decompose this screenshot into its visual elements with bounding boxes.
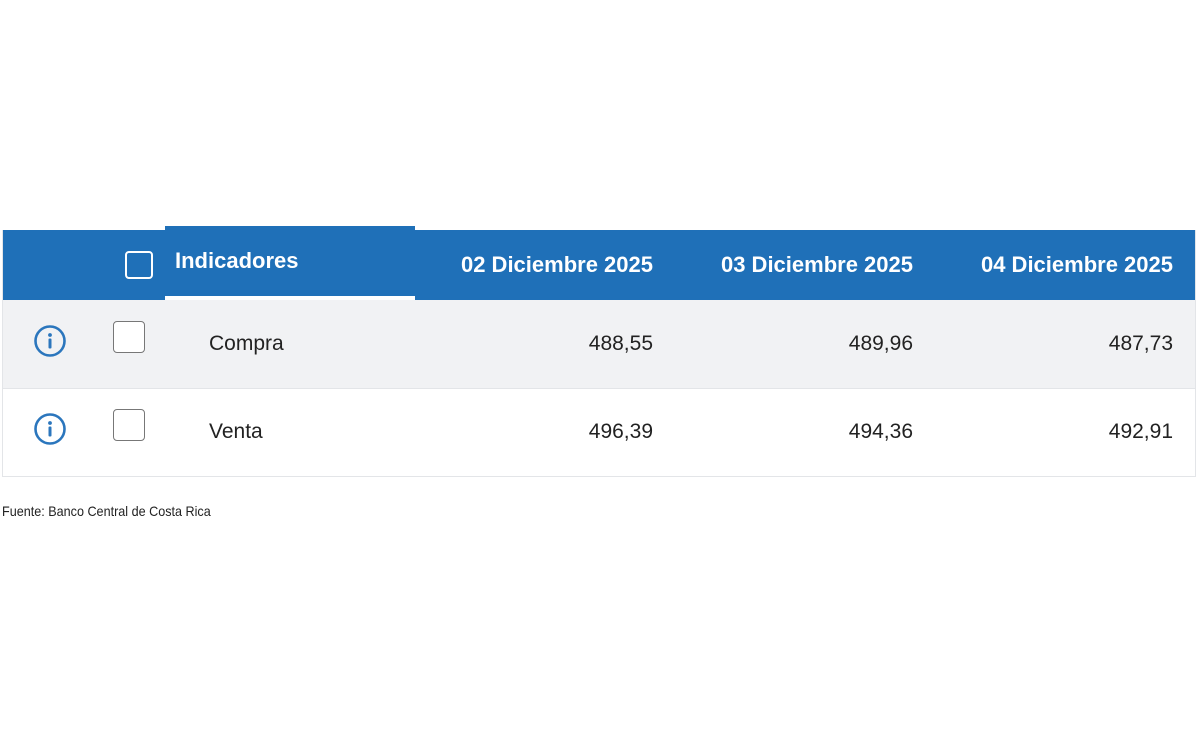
- row-checkbox-venta[interactable]: [113, 409, 145, 442]
- value-cell: 489,96: [848, 331, 913, 355]
- info-cell: [3, 387, 99, 476]
- info-cell: [3, 300, 99, 388]
- header-info-cell: [3, 230, 99, 300]
- exchange-rate-table: Indicadores 02 Diciembre 2025 03 Diciemb…: [2, 230, 1196, 477]
- table-row-venta: Venta 496,39 494,36 492,91: [3, 387, 1195, 476]
- value-cell: 494,36: [675, 387, 935, 476]
- table-header-row: Indicadores 02 Diciembre 2025 03 Diciemb…: [3, 230, 1195, 300]
- header-check-cell: [99, 230, 165, 300]
- table-row-compra: Compra 488,55 489,96 487,73: [3, 300, 1195, 388]
- source-note: Fuente: Banco Central de Costa Rica: [2, 503, 211, 519]
- date-header-1: 02 Diciembre 2025: [460, 252, 653, 277]
- check-cell: [99, 387, 165, 476]
- value-cell: 488,55: [588, 331, 653, 355]
- select-all-checkbox[interactable]: [125, 251, 153, 280]
- indicator-label: Venta: [165, 387, 415, 476]
- info-icon[interactable]: [33, 324, 67, 364]
- value-cell: 487,73: [1108, 331, 1173, 355]
- date-header-3: 04 Diciembre 2025: [980, 252, 1173, 277]
- info-icon[interactable]: [33, 412, 67, 452]
- value-cell: 496,39: [415, 387, 675, 476]
- indicator-label: Compra: [209, 331, 284, 355]
- row-checkbox-compra[interactable]: [113, 320, 145, 353]
- indicators-header: Indicadores: [175, 248, 299, 273]
- date-header-2: 03 Diciembre 2025: [720, 252, 913, 277]
- value-cell: 492,91: [935, 387, 1195, 476]
- check-cell: [99, 300, 165, 388]
